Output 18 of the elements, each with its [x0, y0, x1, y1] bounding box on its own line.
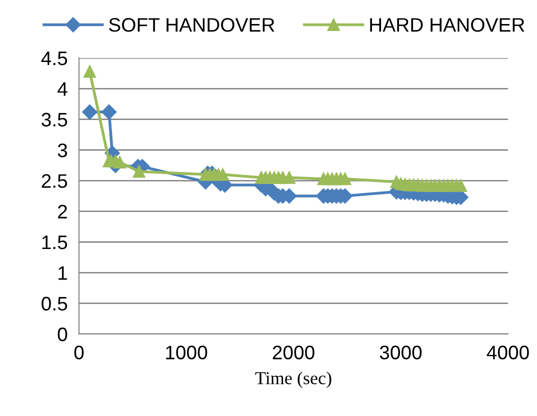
y-tick-label: 0	[58, 327, 68, 342]
y-tick-label: 3	[58, 143, 68, 158]
x-tick-label: 3000	[380, 346, 422, 360]
y-tick-label: 3.5	[42, 112, 68, 127]
x-tick-label: 0	[74, 346, 84, 360]
y-tick-label: 1.5	[42, 236, 68, 250]
x-tick-label: 2000	[272, 346, 314, 360]
y-tick-label: 0.5	[42, 296, 68, 311]
y-tick-label: 2	[58, 204, 67, 218]
legend-label: HARD HANOVER	[370, 18, 524, 32]
x-tick-label: 4000	[486, 346, 529, 360]
y-tick-label: 2.5	[42, 174, 68, 188]
y-tick-label: 4	[58, 82, 68, 96]
x-axis-title: Time (sec)	[255, 372, 332, 388]
x-tick-label: 1000	[166, 346, 208, 360]
y-tick-label: 4.5	[41, 52, 68, 66]
legend-label: SOFT HANDOVER	[109, 18, 274, 32]
y-tick-label: 1	[58, 266, 67, 280]
